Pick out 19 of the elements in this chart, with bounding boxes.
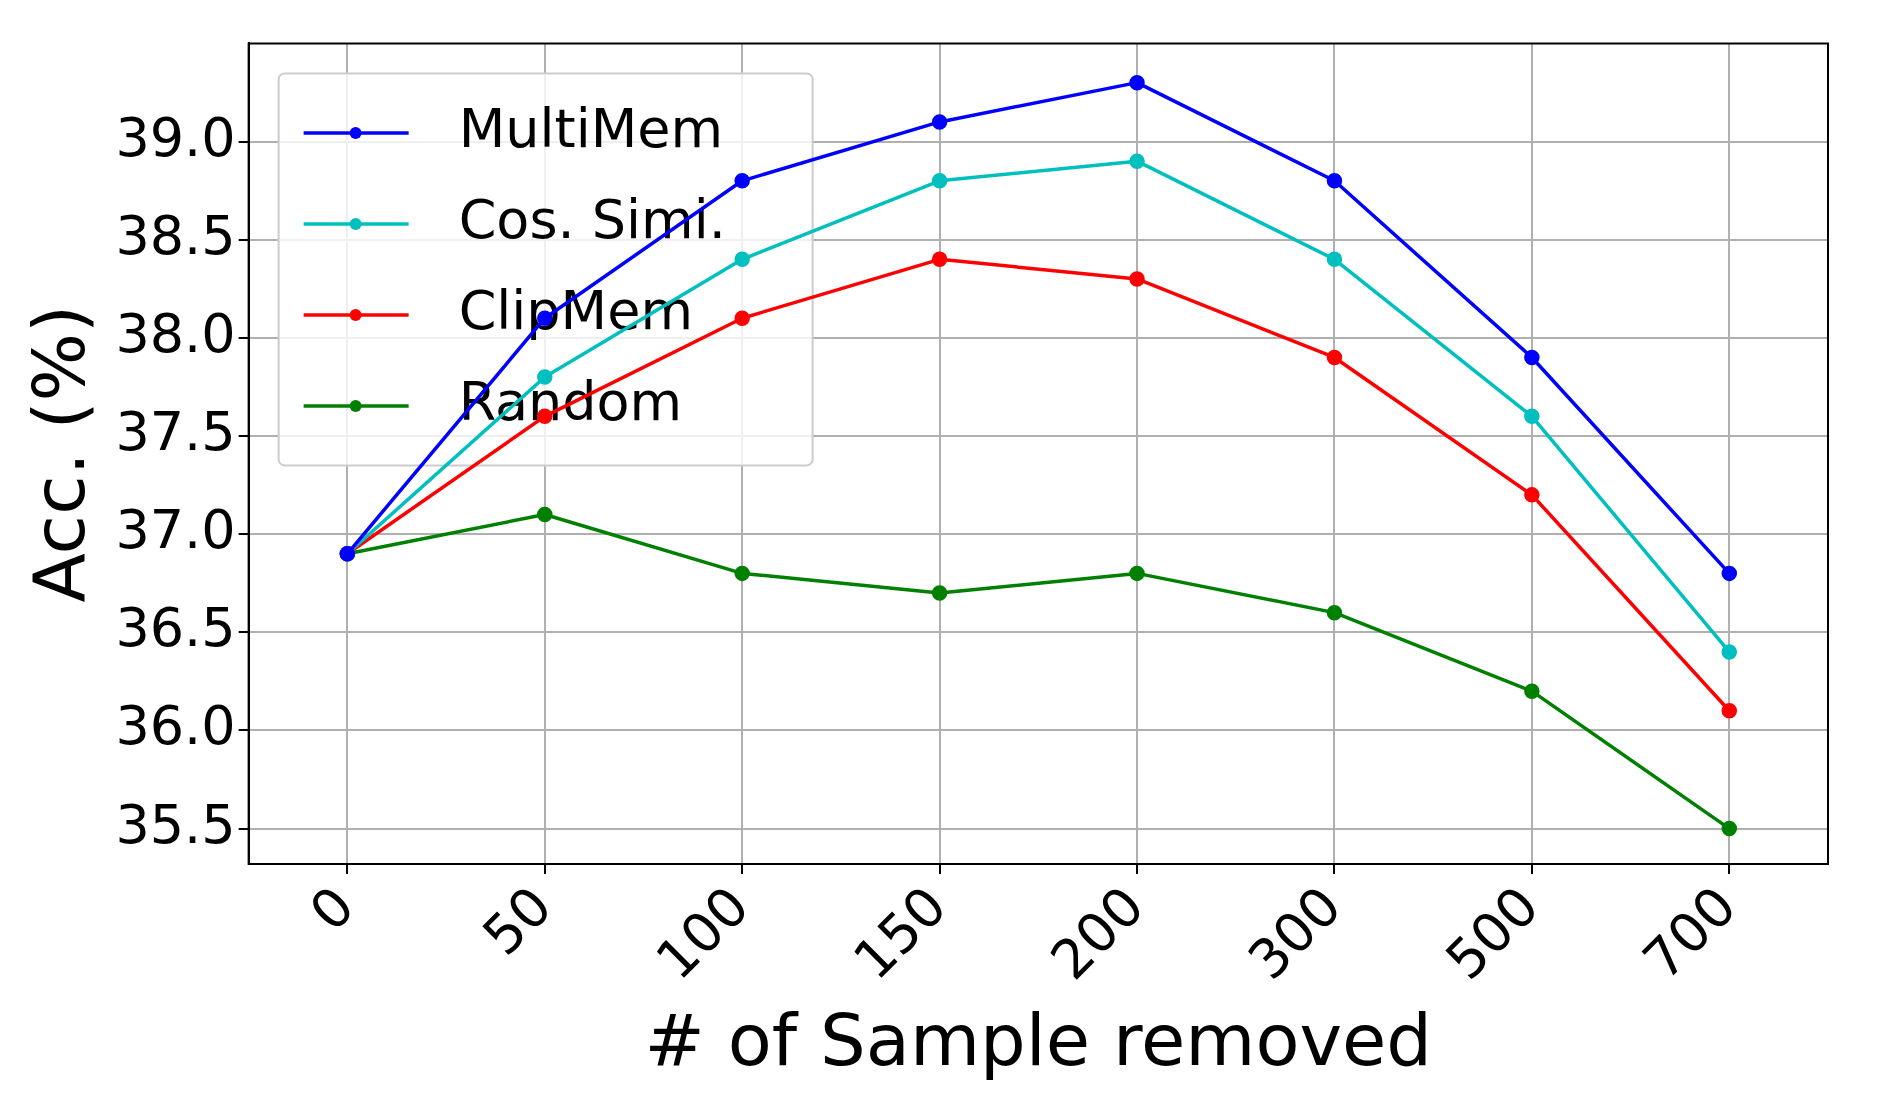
x-axis-title: # of Sample removed	[644, 997, 1433, 1082]
y-tick-label: 38.0	[115, 301, 236, 365]
x-tick-label: 700	[1630, 874, 1749, 992]
x-tick-label: 150	[841, 874, 959, 992]
y-tick-label: 37.5	[115, 400, 236, 464]
legend-label: MultiMem	[458, 96, 724, 160]
x-tick-label: 300	[1236, 874, 1354, 992]
x-tick-label: 200	[1038, 874, 1157, 992]
y-tick-label: 37.0	[115, 498, 236, 562]
x-tick-label: 50	[470, 874, 564, 968]
y-tick-label: 36.5	[115, 596, 236, 660]
x-tick-label: 100	[643, 874, 762, 992]
x-tick-label: 0	[297, 874, 367, 944]
y-tick-label: 38.5	[115, 203, 236, 267]
x-tick-label: 500	[1433, 874, 1551, 992]
y-tick-label: 39.0	[115, 105, 236, 169]
y-tick-label: 35.5	[115, 792, 236, 856]
y-axis-title: Acc. (%)	[16, 304, 101, 603]
y-tick-label: 36.0	[115, 694, 236, 758]
